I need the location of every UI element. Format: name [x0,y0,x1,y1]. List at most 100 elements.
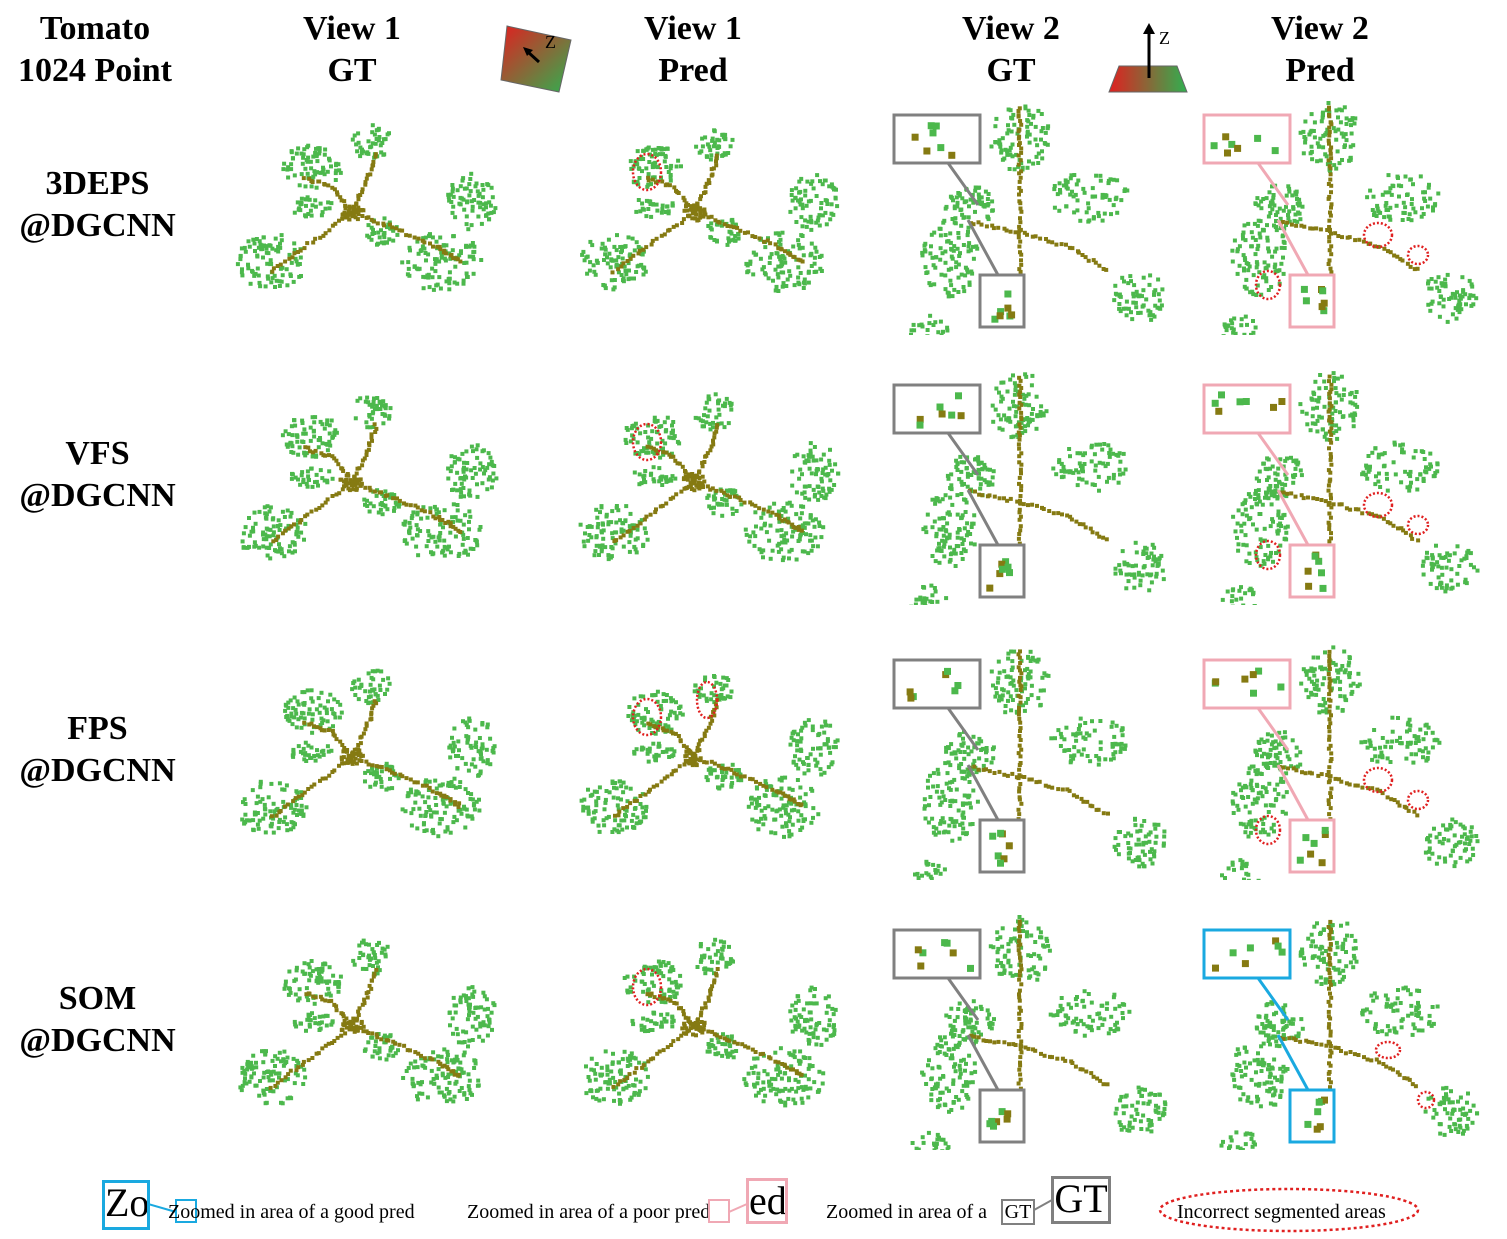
leaf-point [1124,586,1129,591]
leaf-point [798,516,803,521]
leaf-point [724,502,729,507]
leaf-point [1073,192,1078,197]
leaf-point [444,804,449,809]
leaf-point [958,251,962,256]
leaf-point [469,792,474,797]
leaf-point [759,526,764,531]
zoom-connector [966,489,1000,546]
stem-point [309,179,314,183]
stem-point [1329,382,1334,387]
stem-point [441,794,446,799]
leaf-point [424,810,429,814]
stem-point [713,218,718,223]
row-label-method: 3DEPS [45,165,150,202]
leaf-point [310,699,315,704]
leaf-point [644,808,648,813]
leaf-point [1024,393,1029,398]
leaf-point [488,736,493,741]
leaf-point [1012,381,1017,386]
leaf-point [595,260,600,265]
stem-point [1281,490,1286,495]
stem-point [697,469,702,474]
leaf-point [627,253,632,258]
leaf-point [582,544,587,549]
leaf-point [1240,512,1245,517]
leaf-point [1302,135,1307,139]
leaf-point [624,504,629,509]
leaf-point [803,193,808,198]
stem-point [404,233,409,238]
leaf-point [353,693,358,697]
leaf-point [588,260,593,265]
stem-point [719,488,724,493]
stem-point [364,721,369,726]
leaf-point [462,806,467,811]
leaf-point [1364,465,1369,470]
leaf-point [967,280,972,285]
leaf-point [312,434,317,439]
leaf-point [717,398,722,403]
leaf-point [616,796,620,801]
leaf-point [1438,580,1443,585]
leaf-point [1065,179,1070,184]
leaf-point [777,519,782,524]
leaf-point [751,272,756,277]
leaf-point [1255,196,1260,201]
leaf-point [325,744,330,749]
leaf-point [487,462,492,467]
leaf-point [676,158,681,163]
leaf-point [299,808,304,813]
leaf-point [1005,152,1010,157]
leaf-point [1068,192,1073,197]
leaf-point [1304,411,1309,416]
leaf-point [708,225,713,230]
leaf-point [969,541,973,546]
zoom-inset-point [927,122,935,130]
leaf-point [1244,513,1249,518]
leaf-point [941,533,946,538]
stem-point [698,215,703,220]
leaf-point [1334,166,1339,171]
stem-point [631,253,636,258]
leaf-point [824,492,829,497]
leaf-point [1295,201,1300,206]
stem-point [323,776,328,781]
leaf-point [1076,470,1081,475]
stem-point [1331,502,1336,507]
leaf-point [809,471,814,476]
stem-point [638,521,643,526]
stem-point [354,486,359,491]
stem-point [1289,491,1294,496]
leaf-point [469,762,474,767]
leaf-point [800,206,805,211]
leaf-point [335,700,340,704]
zoom-inset-point [1242,398,1250,405]
leaf-point [317,151,322,156]
point-cloud [235,123,498,292]
leaf-point [1117,563,1122,568]
leaf-point [1336,127,1341,132]
leaf-point [304,759,309,763]
leaf-point [659,146,664,151]
stem-point [1013,230,1018,235]
leaf-point [668,696,673,701]
leaf-point [472,466,477,470]
stem-point [703,184,708,189]
leaf-point [590,243,595,248]
leaf-point [1261,559,1266,564]
leaf-point [752,543,757,548]
stem-point [1060,512,1064,517]
leaf-point [384,763,389,768]
leaf-point [827,489,832,494]
leaf-point [431,831,436,836]
leaf-point [380,512,385,517]
stem-point [625,259,630,263]
point-cloud-panel [892,104,1165,335]
leaf-point [1273,471,1278,476]
leaf-point [1441,556,1446,560]
leaf-point [722,425,727,430]
leaf-point [323,147,328,152]
leaf-point [954,260,959,265]
leaf-point [978,486,983,491]
leaf-point [1458,296,1463,301]
